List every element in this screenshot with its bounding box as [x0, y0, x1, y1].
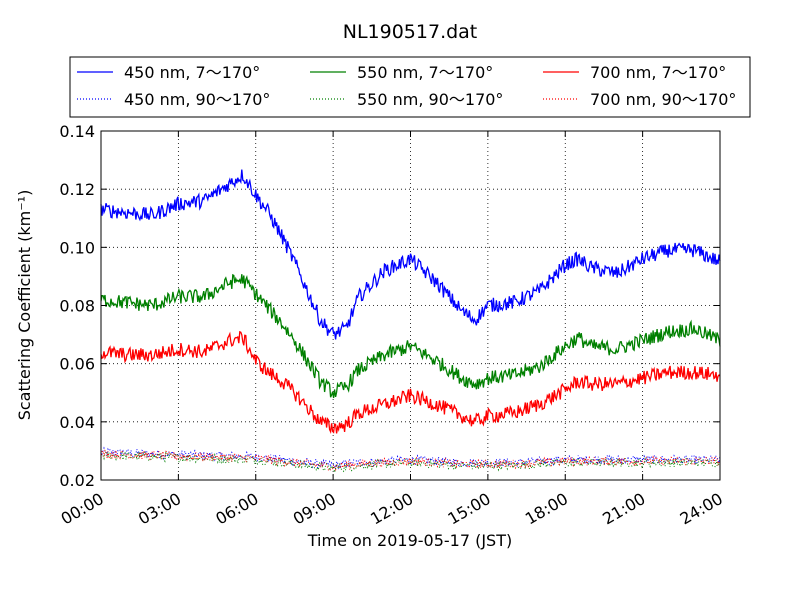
- x-tick-label: 03:00: [135, 489, 184, 529]
- x-tick-label: 12:00: [367, 489, 416, 529]
- x-tick-label: 24:00: [677, 489, 726, 529]
- legend-label: 450 nm, 7～170°: [124, 63, 260, 82]
- y-tick-label: 0.06: [59, 355, 95, 374]
- grid: [101, 131, 720, 480]
- y-tick-label: 0.12: [59, 180, 95, 199]
- y-tick-label: 0.08: [59, 297, 95, 316]
- series-line-0: [100, 169, 721, 340]
- x-tick-label: 21:00: [599, 489, 648, 529]
- y-tick-label: 0.04: [59, 413, 95, 432]
- legend: 450 nm, 7～170° 550 nm, 7～170° 700 nm, 7～17…: [77, 63, 736, 109]
- series-line-2: [100, 330, 721, 435]
- legend-label: 550 nm, 7～170°: [357, 63, 493, 82]
- chart-title: NL190517.dat: [343, 21, 478, 43]
- y-tick-label: 0.14: [59, 122, 95, 141]
- x-axis-label: Time on 2019-05-17 (JST): [307, 531, 512, 550]
- y-tick-label: 0.02: [59, 471, 95, 490]
- y-tick-label: 0.10: [59, 238, 95, 257]
- legend-label: 700 nm, 7～170°: [590, 63, 726, 82]
- x-tick-label: 15:00: [444, 489, 493, 529]
- y-axis: 0.02 0.04 0.06 0.08 0.10 0.12 0.14: [59, 122, 720, 490]
- y-axis-label: Scattering Coefficient (km⁻¹): [15, 190, 34, 421]
- x-tick-label: 09:00: [290, 489, 339, 529]
- legend-label: 550 nm, 90～170°: [357, 90, 503, 109]
- x-tick-label: 06:00: [212, 489, 261, 529]
- x-axis: 00:00 03:00 06:00 09:00 12:00 15:00 18:00 21:00…: [58, 131, 726, 529]
- series-line-1: [100, 273, 721, 399]
- x-tick-label: 00:00: [58, 489, 107, 529]
- series-line-3: [100, 446, 721, 470]
- legend-label: 700 nm, 90～170°: [590, 90, 736, 109]
- x-tick-label: 18:00: [522, 489, 571, 529]
- series-layer: [100, 169, 721, 473]
- legend-label: 450 nm, 90～170°: [124, 90, 270, 109]
- legend-box: [69, 56, 751, 118]
